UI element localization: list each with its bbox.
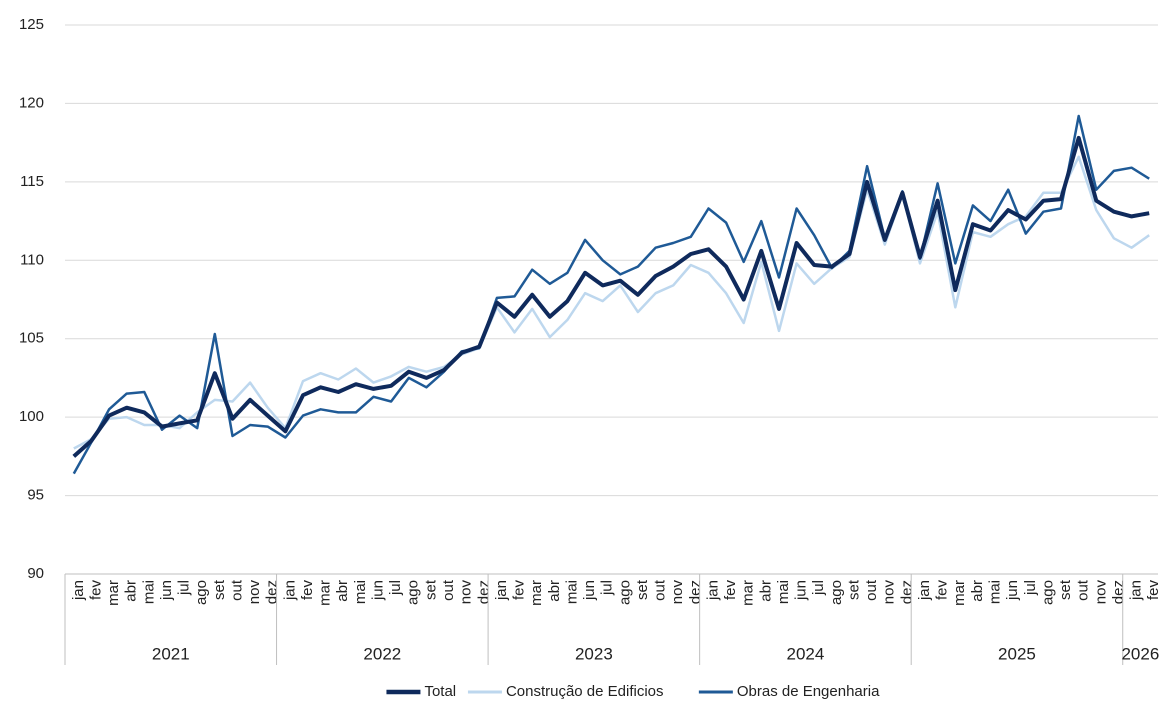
x-tick-label: mai — [986, 580, 1003, 604]
x-tick-label: set — [422, 579, 439, 600]
y-tick-label: 90 — [27, 565, 44, 582]
x-tick-label: abr — [334, 580, 351, 602]
x-tick-label: mar — [951, 580, 968, 606]
x-tick-label: jan — [1128, 580, 1145, 601]
x-tick-label: abr — [757, 580, 774, 602]
x-tick-label: mai — [775, 580, 792, 604]
series-line — [72, 114, 1150, 475]
x-group-label: 2022 — [363, 644, 401, 663]
x-tick-label: jul — [810, 580, 827, 596]
x-tick-label: jun — [581, 580, 598, 601]
x-tick-label: abr — [123, 580, 140, 602]
legend-label: Construção de Edificios — [506, 683, 664, 700]
x-tick-label: dez — [264, 580, 281, 604]
x-tick-label: abr — [546, 580, 563, 602]
x-tick-label: set — [634, 579, 651, 600]
x-tick-label: ago — [828, 580, 845, 605]
y-tick-label: 115 — [20, 173, 44, 190]
y-tick-label: 95 — [27, 487, 44, 504]
x-tick-label: ago — [193, 580, 210, 605]
x-tick-label: set — [211, 579, 228, 600]
x-tick-label: jul — [387, 580, 404, 596]
x-tick-label: ago — [1039, 580, 1056, 605]
x-group-label: 2023 — [575, 644, 613, 663]
x-tick-label: jul — [176, 580, 193, 596]
x-tick-label: fev — [934, 580, 951, 601]
x-tick-label: jun — [158, 580, 175, 601]
x-tick-label: out — [228, 579, 245, 601]
legend-label: Obras de Engenharia — [737, 683, 880, 700]
x-group-label: 2026 — [1121, 644, 1159, 663]
x-tick-label: dez — [475, 580, 492, 604]
x-tick-label: set — [1057, 579, 1074, 600]
series-line — [72, 135, 1150, 458]
x-group-label: 2021 — [152, 644, 190, 663]
x-tick-label: mar — [105, 580, 122, 606]
x-tick-label: jul — [599, 580, 616, 596]
x-tick-label: jun — [793, 580, 810, 601]
legend-label: Total — [424, 683, 456, 700]
x-tick-label: fev — [722, 580, 739, 601]
x-tick-label: out — [863, 579, 880, 601]
x-tick-label: dez — [687, 580, 704, 604]
x-group-label: 2025 — [998, 644, 1036, 663]
x-tick-label: fev — [511, 580, 528, 601]
x-tick-label: jan — [70, 580, 87, 601]
x-tick-label: jan — [704, 580, 721, 601]
x-tick-label: abr — [969, 580, 986, 602]
x-tick-label: mai — [140, 580, 157, 604]
x-tick-label: mar — [740, 580, 757, 606]
x-tick-label: ago — [405, 580, 422, 605]
x-tick-label: mai — [352, 580, 369, 604]
x-tick-label: jun — [1004, 580, 1021, 601]
series-line — [73, 155, 1150, 450]
y-tick-label: 105 — [19, 330, 44, 347]
x-tick-label: nov — [458, 580, 475, 605]
x-group-label: 2024 — [787, 644, 825, 663]
x-tick-label: nov — [669, 580, 686, 605]
x-tick-label: mar — [317, 580, 334, 606]
x-tick-label: dez — [898, 580, 915, 604]
y-tick-label: 120 — [19, 94, 44, 111]
x-tick-label: fev — [299, 580, 316, 601]
x-tick-label: nov — [246, 580, 263, 605]
y-tick-label: 125 — [19, 16, 44, 33]
y-tick-label: 100 — [19, 408, 44, 425]
x-tick-label: out — [1075, 579, 1092, 601]
x-tick-label: set — [845, 579, 862, 600]
x-tick-label: dez — [1110, 580, 1127, 604]
x-tick-label: jan — [493, 580, 510, 601]
x-tick-label: jun — [369, 580, 386, 601]
y-tick-label: 110 — [20, 251, 44, 268]
x-tick-label: nov — [881, 580, 898, 605]
x-tick-label: out — [652, 579, 669, 601]
x-tick-label: jul — [1022, 580, 1039, 596]
x-tick-label: out — [440, 579, 457, 601]
x-tick-label: fev — [1145, 580, 1162, 601]
x-tick-label: mar — [528, 580, 545, 606]
x-tick-label: mai — [563, 580, 580, 604]
x-tick-label: nov — [1092, 580, 1109, 605]
x-tick-label: ago — [616, 580, 633, 605]
x-tick-label: fev — [87, 580, 104, 601]
x-tick-label: jan — [281, 580, 298, 601]
x-tick-label: jan — [916, 580, 933, 601]
